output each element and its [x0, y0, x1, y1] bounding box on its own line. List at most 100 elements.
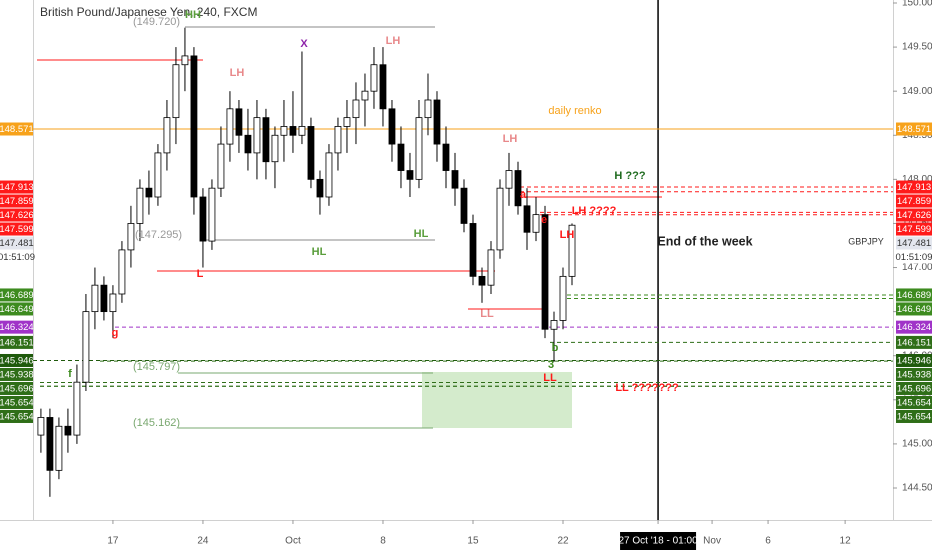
- annotation: (147.295): [135, 229, 182, 241]
- x-tick-label: 15: [467, 536, 479, 547]
- candle-body: [496, 187, 504, 251]
- price-label: 147.913: [897, 182, 931, 193]
- chart-title: British Pound/Japanese Yen, 240, FXCM: [40, 5, 257, 19]
- price-label-box: [0, 208, 33, 222]
- annotation: f: [68, 368, 72, 380]
- price-label: 145.696: [0, 383, 34, 394]
- x-tick-label: 12: [840, 536, 852, 547]
- x-tick-label: 17: [107, 536, 119, 547]
- price-label-box: [896, 367, 932, 381]
- y-tick-label: 144.500: [902, 483, 932, 494]
- candle-body: [370, 64, 378, 92]
- annotation: LH: [503, 133, 518, 145]
- candle-body: [235, 108, 243, 136]
- price-label-box: [0, 335, 33, 349]
- annotation: b: [552, 342, 559, 354]
- annotation: HL: [414, 228, 429, 240]
- price-label-box: [0, 320, 33, 334]
- candle-body: [541, 214, 549, 330]
- annotation: H ???: [614, 170, 645, 182]
- candle-body: [55, 425, 63, 471]
- price-label-box: [896, 236, 932, 250]
- candle-body: [325, 152, 333, 198]
- price-label-box: [0, 288, 33, 302]
- annotation: LL: [480, 308, 494, 320]
- price-label: 148.571: [897, 124, 931, 135]
- candle-body: [73, 381, 81, 436]
- annotation: (145.162): [133, 417, 180, 429]
- candle-body: [82, 311, 90, 383]
- candle-body: [514, 170, 522, 207]
- annotation: LH ????: [572, 205, 617, 217]
- countdown: 01:51:09: [896, 252, 932, 263]
- price-label-box: [896, 381, 932, 395]
- x-tick-label: Nov: [703, 536, 721, 547]
- price-label: 147.481: [0, 238, 34, 249]
- annotation: daily renko: [548, 105, 601, 117]
- candle-body: [145, 187, 153, 198]
- price-label-box: [896, 320, 932, 334]
- price-label: 146.649: [897, 304, 931, 315]
- candle-body: [190, 55, 198, 198]
- candle-body: [100, 284, 108, 313]
- candle-body: [406, 170, 414, 180]
- countdown-box: [896, 250, 932, 264]
- countdown-box: [0, 250, 33, 264]
- candle-body: [343, 117, 351, 127]
- price-label-box: [0, 180, 33, 194]
- candle-body: [505, 170, 513, 189]
- candle-body: [352, 99, 360, 119]
- x-tick-label: 24: [197, 536, 209, 547]
- candle-body: [181, 55, 189, 66]
- symbol-label: GBPJPY: [848, 236, 884, 246]
- price-label: 145.654: [897, 411, 931, 422]
- y-tick-label: 148.000: [902, 174, 932, 185]
- y-tick-label: 150.000: [902, 0, 932, 9]
- candle-body: [109, 293, 117, 313]
- price-label-box: [896, 302, 932, 316]
- candle-body: [280, 126, 288, 136]
- annotation: End of the week: [657, 234, 752, 248]
- price-label: 145.696: [897, 383, 931, 394]
- price-label-box: [896, 208, 932, 222]
- candle-body: [487, 249, 495, 286]
- candle-body: [442, 143, 450, 171]
- price-label-box: [0, 122, 33, 136]
- candle-body: [298, 126, 306, 136]
- price-label-box: [896, 395, 932, 409]
- price-label: 145.938: [0, 369, 34, 380]
- annotation: g: [112, 327, 119, 339]
- annotation: 3: [548, 359, 554, 371]
- candle-body: [361, 90, 369, 101]
- candle-body: [253, 117, 261, 154]
- candle-body: [388, 108, 396, 145]
- countdown: 01:51:09: [0, 252, 35, 263]
- price-label-box: [0, 236, 33, 250]
- candle-body: [334, 126, 342, 154]
- candle-body: [64, 425, 72, 436]
- price-label: 145.654: [0, 397, 34, 408]
- price-label: 146.649: [0, 304, 34, 315]
- price-label: 146.151: [0, 337, 34, 348]
- candle-body: [415, 117, 423, 180]
- candle-body: [217, 143, 225, 189]
- price-label: 146.689: [0, 290, 34, 301]
- price-label-box: [0, 381, 33, 395]
- candle-body: [397, 143, 405, 171]
- x-tick-label: 27 Oct '18 - 01:00: [618, 536, 698, 547]
- price-label-box: [896, 335, 932, 349]
- price-label-box: [0, 302, 33, 316]
- price-label-box: [896, 353, 932, 367]
- price-label-box: [896, 409, 932, 423]
- annotation: LH: [560, 229, 575, 241]
- price-label: 145.654: [897, 397, 931, 408]
- candle-body: [46, 417, 54, 471]
- candle-body: [460, 187, 468, 224]
- annotation: LL ???????: [615, 382, 679, 394]
- price-label: 147.913: [0, 182, 34, 193]
- price-label: 147.481: [897, 238, 931, 249]
- price-label-box: [0, 395, 33, 409]
- candle-body: [424, 99, 432, 119]
